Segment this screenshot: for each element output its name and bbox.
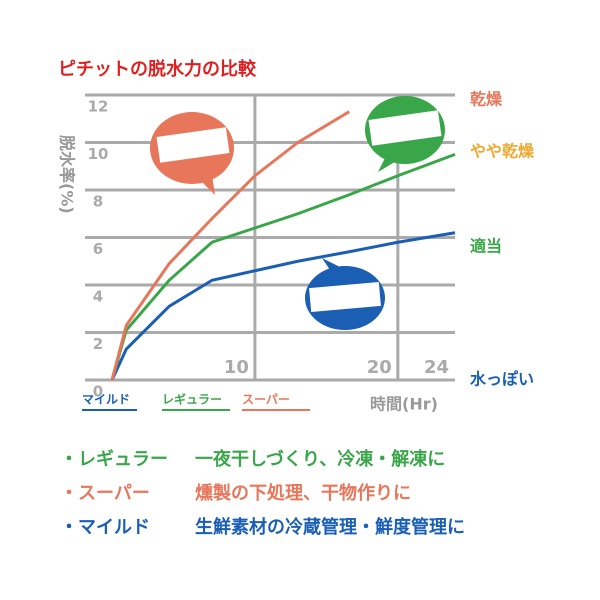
annotation: 適当 [470,237,502,256]
legend-label: マイルド [82,393,130,407]
annotation: 水っぽい [470,370,534,389]
series-line [110,231,456,381]
product-bubble [365,96,445,172]
y-tick-label: 4 [93,288,103,306]
series-line [110,152,456,381]
note-label: ・マイルド [60,517,150,538]
note-label: ・レギュラー [60,449,168,470]
product-bubble [305,258,385,330]
series-line [110,110,351,381]
note-label: ・スーパー [60,483,150,504]
y-tick-label: 2 [93,335,103,353]
y-tick-label: 6 [93,240,103,258]
y-axis-label: 脱水率(%) [58,135,77,214]
annotation: 乾燥 [470,89,503,108]
annotation: やや乾燥 [470,142,535,161]
x-tick-label: 10 [224,357,249,378]
note-text: 生鮮素材の冷蔵管理・鮮度管理に [195,516,465,538]
legend-label: レギュラー [162,392,222,407]
legend-label: スーパー [242,393,290,407]
chart-title: ピチットの脱水力の比較 [58,58,257,80]
y-tick-label: 10 [88,145,109,163]
note-text: 燻製の下処理、干物作りに [195,482,411,504]
y-tick-label: 12 [88,98,109,116]
x-axis-label: 時間(Hr) [370,395,438,414]
product-bubble [150,112,234,195]
note-text: 一夜干しづくり、冷凍・解凍に [195,448,445,470]
x-tick-label: 20 [367,357,392,378]
x-tick-label: 24 [424,357,449,378]
y-tick-label: 0 [93,383,103,401]
y-tick-label: 8 [93,193,103,211]
